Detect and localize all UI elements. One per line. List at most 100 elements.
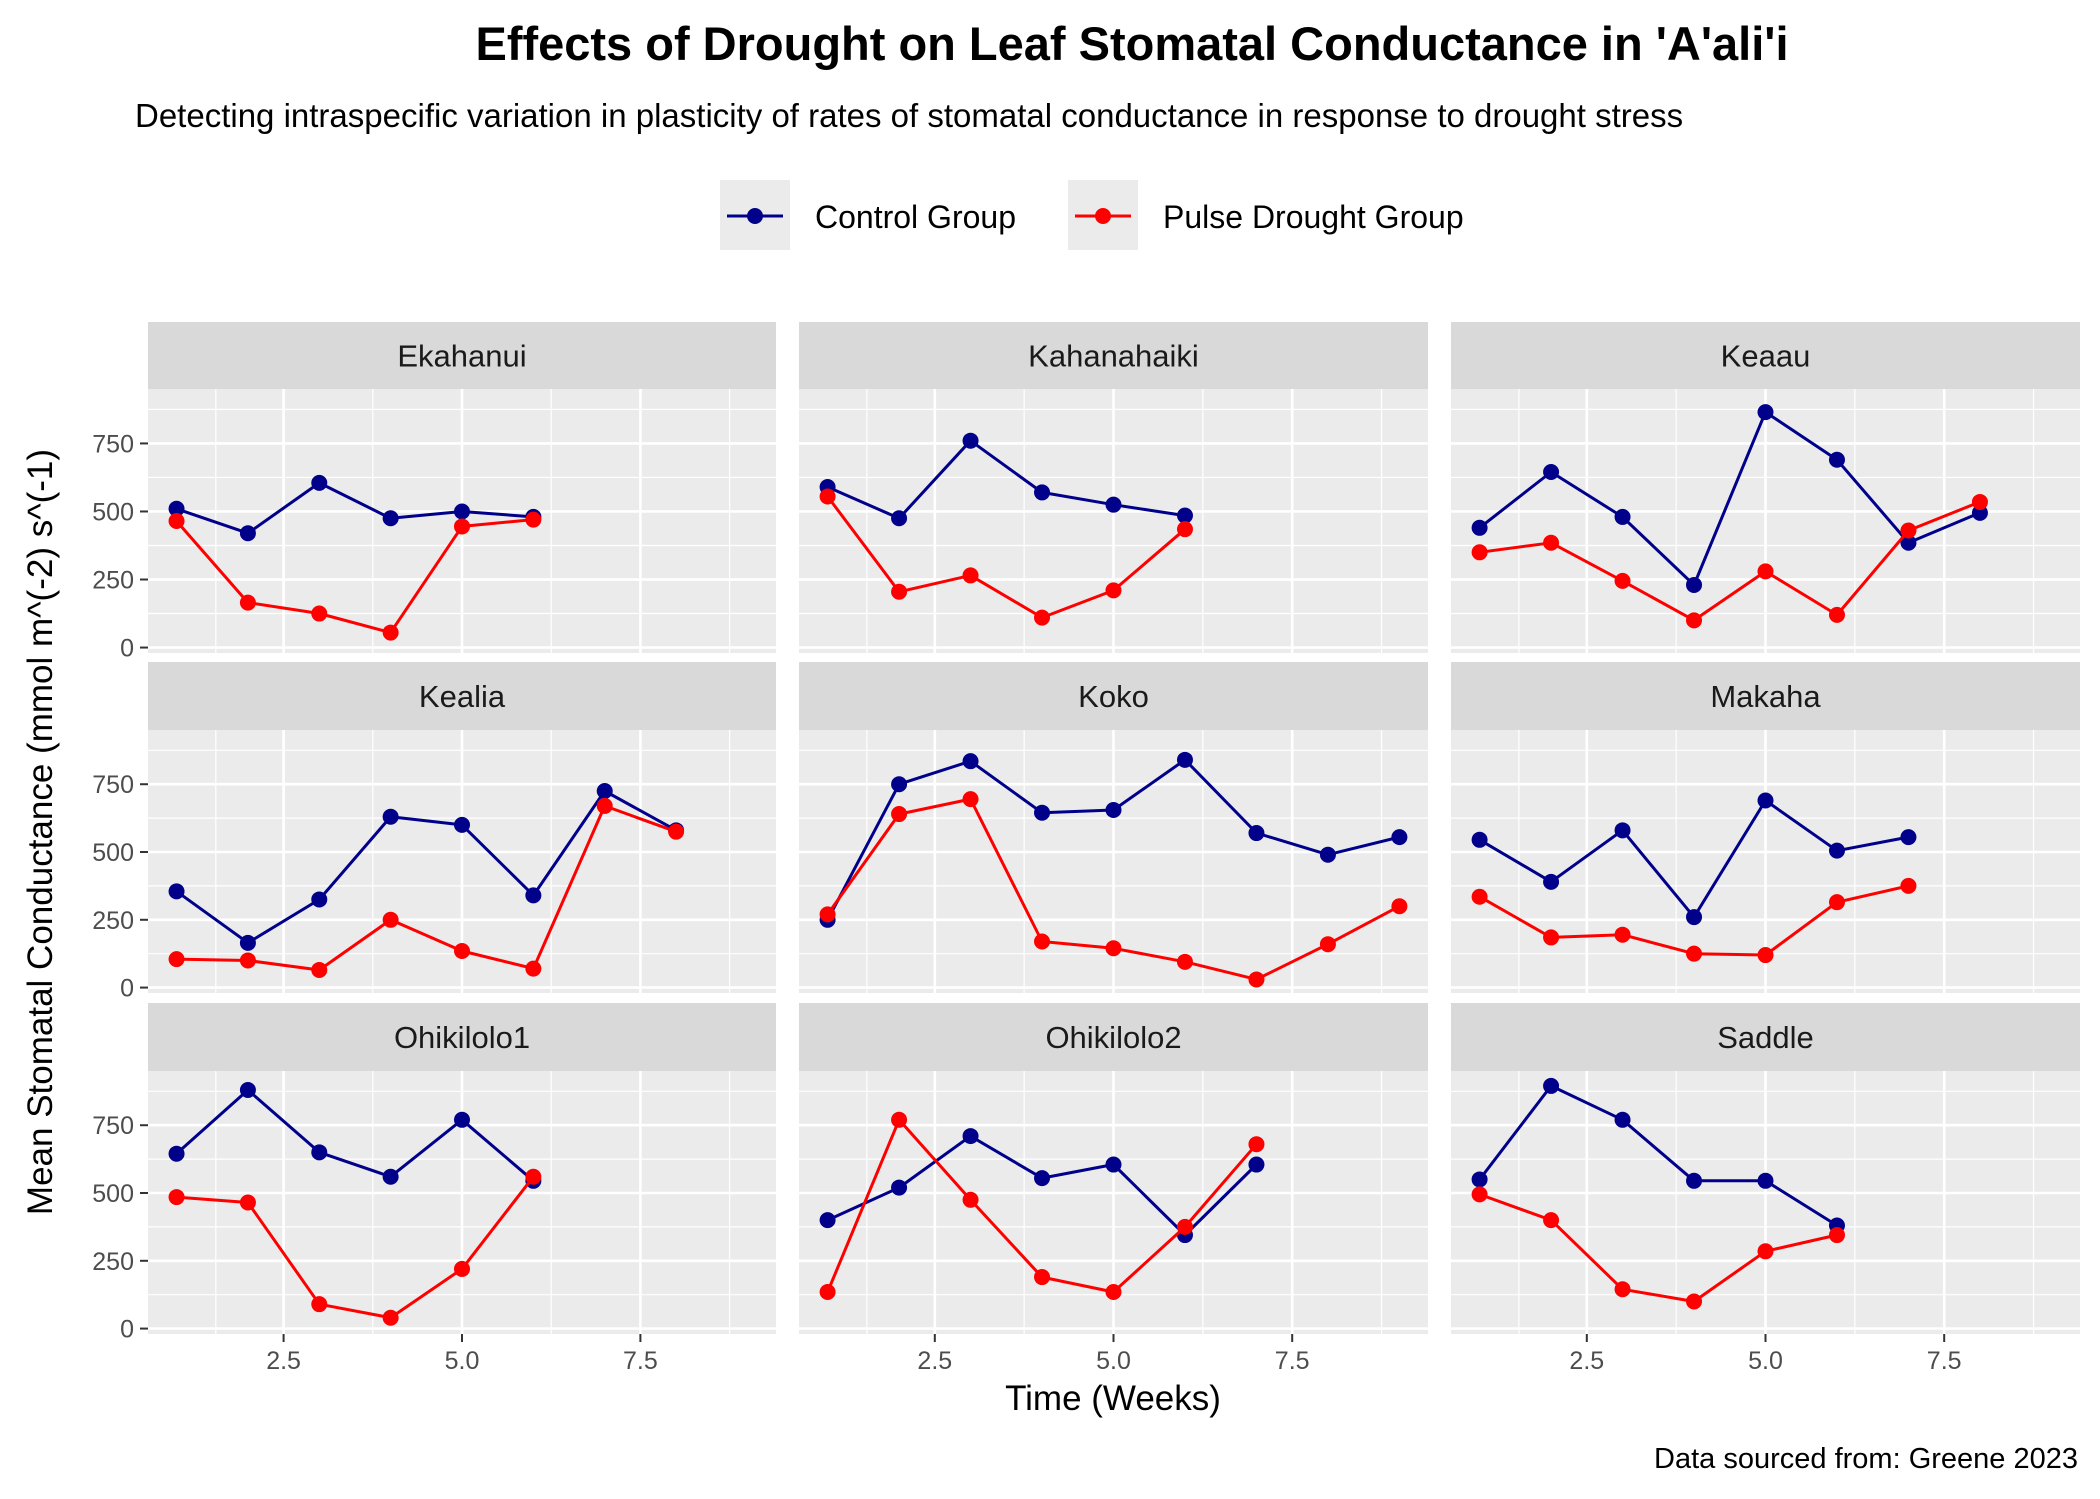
data-point-control-group [382, 808, 399, 825]
data-point-control-group [1828, 842, 1845, 859]
y-tick-label: 750 [92, 430, 134, 458]
data-point-pulse-drought-group [454, 1260, 470, 1277]
data-point-control-group [819, 1212, 836, 1229]
data-point-pulse-drought-group [1900, 877, 1917, 894]
series-line-pulse-drought-group [826, 495, 1186, 620]
facet-strip [1451, 662, 2080, 730]
y-tick-label: 750 [92, 771, 134, 799]
data-point-control-group [1686, 576, 1703, 593]
series-line-control-group [1478, 1084, 1838, 1227]
data-point-control-group [239, 525, 256, 542]
data-point-pulse-drought-group [382, 911, 399, 928]
data-point-control-group [168, 500, 185, 517]
data-point-pulse-drought-group [1543, 929, 1560, 946]
data-point-pulse-drought-group [1034, 933, 1051, 950]
data-point-pulse-drought-group [382, 1309, 399, 1326]
legend-point-control [747, 208, 763, 224]
data-point-pulse-drought-group [1105, 1283, 1122, 1300]
data-point-pulse-drought-group [1471, 1186, 1488, 1203]
x-tick-label: 5.0 [445, 1347, 480, 1375]
data-point-pulse-drought-group [311, 1296, 328, 1313]
y-tick-label: 0 [120, 975, 134, 1003]
data-point-control-group [382, 510, 399, 527]
x-axis-title: Time (Weeks) [1005, 1379, 1221, 1418]
data-point-pulse-drought-group [1105, 582, 1122, 599]
data-point-control-group [1614, 1111, 1631, 1128]
facet-strip [1451, 322, 2080, 389]
data-point-pulse-drought-group [525, 1168, 542, 1185]
data-point-pulse-drought-group [239, 1194, 256, 1211]
data-point-control-group [1686, 909, 1703, 926]
series-line-pulse-drought-group [176, 804, 677, 972]
data-point-pulse-drought-group [1176, 521, 1193, 538]
data-point-pulse-drought-group [668, 823, 685, 840]
x-tick-label: 2.5 [917, 1347, 952, 1375]
data-point-control-group [1471, 1171, 1488, 1188]
data-point-control-group [1543, 464, 1560, 481]
facet-strip-label: Koko [1078, 679, 1149, 714]
x-tick-label: 5.0 [1748, 1347, 1783, 1375]
data-point-pulse-drought-group [962, 791, 979, 808]
data-point-pulse-drought-group [382, 624, 399, 641]
data-point-control-group [525, 887, 542, 904]
data-point-control-group [1900, 534, 1917, 551]
facet-strip [148, 322, 776, 389]
data-point-pulse-drought-group [1686, 945, 1703, 962]
x-tick-label: 2.5 [266, 1347, 301, 1375]
data-point-control-group [891, 1179, 908, 1196]
series-line-control-group [1478, 410, 1981, 587]
data-point-pulse-drought-group [819, 488, 836, 505]
data-point-pulse-drought-group [1248, 971, 1265, 988]
data-point-control-group [168, 1145, 185, 1162]
series-line-control-group [826, 439, 1186, 520]
data-point-pulse-drought-group [1471, 544, 1488, 561]
data-point-control-group [1105, 496, 1122, 513]
data-point-pulse-drought-group [1176, 953, 1193, 970]
series-line-control-group [175, 1088, 535, 1182]
data-point-pulse-drought-group [311, 605, 328, 622]
data-point-pulse-drought-group [891, 1111, 908, 1128]
data-point-control-group [1471, 519, 1488, 536]
data-point-control-group [1034, 1170, 1051, 1187]
facet-strip [799, 1003, 1428, 1071]
data-point-pulse-drought-group [454, 518, 470, 535]
series-line-pulse-drought-group [1479, 500, 1981, 622]
series-line-pulse-drought-group [175, 518, 534, 635]
data-point-control-group [962, 1128, 979, 1145]
data-point-control-group [1105, 1156, 1122, 1173]
data-point-pulse-drought-group [1614, 926, 1631, 943]
facet-panels: Ekahanui 0 250 500 750 Kahanahaiki Keaau Kealia… [92, 322, 2080, 1375]
chart-caption: Data sourced from: Greene 2023 [1654, 1443, 2078, 1475]
data-point-control-group [168, 883, 185, 900]
data-point-control-group [962, 432, 979, 449]
data-point-pulse-drought-group [1543, 1212, 1560, 1229]
facet-strip [799, 322, 1428, 389]
data-point-pulse-drought-group [962, 567, 979, 584]
facet-strip-label: Kealia [419, 679, 506, 714]
data-point-control-group [1614, 508, 1631, 525]
data-point-control-group [311, 1144, 328, 1161]
data-point-pulse-drought-group [1176, 1218, 1193, 1235]
facet-kahanahaiki: Kahanahaiki [799, 322, 1428, 653]
data-point-control-group [454, 1111, 470, 1128]
y-tick-label: 0 [120, 635, 134, 663]
facet-saddle: Saddle 2.5 5.0 7.5 [1451, 1003, 2080, 1375]
x-tick-label: 7.5 [1927, 1347, 1962, 1375]
data-point-control-group [1105, 801, 1122, 818]
data-point-control-group [1900, 829, 1917, 846]
facet-strip-label: Keaau [1721, 339, 1811, 374]
data-point-pulse-drought-group [962, 1191, 979, 1208]
data-point-pulse-drought-group [525, 511, 542, 528]
data-point-pulse-drought-group [1543, 534, 1560, 551]
data-point-pulse-drought-group [168, 513, 185, 529]
data-point-control-group [1319, 846, 1336, 863]
data-point-control-group [1757, 792, 1774, 809]
data-point-control-group [1176, 507, 1193, 524]
data-point-control-group [1391, 829, 1408, 846]
facet-strip-label: Ohikilolo2 [1045, 1020, 1181, 1055]
data-point-pulse-drought-group [891, 806, 908, 823]
data-point-pulse-drought-group [1828, 606, 1845, 623]
facet-ekahanui: Ekahanui 0 250 500 750 [92, 322, 776, 663]
data-point-control-group [1248, 1156, 1265, 1173]
facet-ohikilolo2: Ohikilolo2 2.5 5.0 7.5 [799, 1003, 1428, 1375]
